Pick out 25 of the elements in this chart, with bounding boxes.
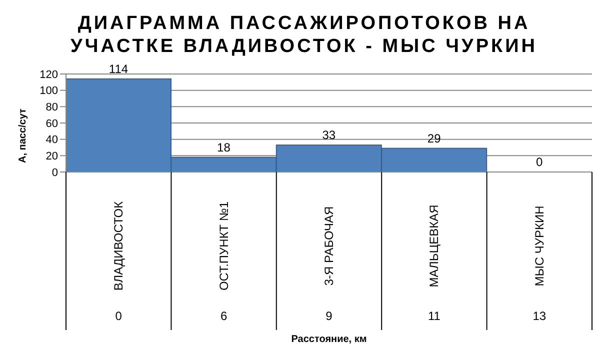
data-label: 18 bbox=[217, 140, 231, 154]
text: 9 bbox=[326, 309, 333, 323]
x-tick-label: 3-Я РАБОЧАЯ bbox=[322, 206, 336, 286]
y-tick-label: 0 bbox=[52, 166, 58, 179]
x-tick-label: ВЛАДИВОСТОК bbox=[112, 201, 126, 291]
data-label: 114 bbox=[108, 62, 128, 76]
y-tick-label: 100 bbox=[40, 85, 58, 98]
y-tick-label: 40 bbox=[46, 134, 58, 146]
x-tick-label: МЫС ЧУРКИН bbox=[532, 206, 546, 286]
text: 13 bbox=[532, 309, 546, 323]
text: 6 bbox=[220, 309, 228, 323]
data-label: 0 bbox=[536, 155, 543, 169]
data-label: 29 bbox=[427, 131, 442, 146]
chart-title: ДИАГРАММА ПАССАЖИРОПОТОКОВ НА УЧАСТКЕ ВЛАДИВОСТОК - МЫС ЧУРКИН bbox=[70, 12, 538, 59]
x-tick-label: ОСТ.ПУНКТ №1 bbox=[216, 201, 231, 291]
text: 0 bbox=[115, 309, 122, 323]
y-tick-label: 20 bbox=[46, 150, 58, 163]
text: 11 bbox=[428, 309, 441, 323]
y-axis-title: А, пасс/сут bbox=[18, 108, 29, 163]
y-tick-label: 80 bbox=[46, 102, 58, 114]
x-tick-label: МАЛЬЦЕВКАЯ bbox=[427, 204, 442, 288]
y-tick-label: 120 bbox=[40, 68, 58, 81]
y-tick-label: 60 bbox=[46, 118, 58, 130]
x-axis-title: Расстояние, км bbox=[291, 334, 367, 345]
data-label: 33 bbox=[322, 128, 336, 142]
